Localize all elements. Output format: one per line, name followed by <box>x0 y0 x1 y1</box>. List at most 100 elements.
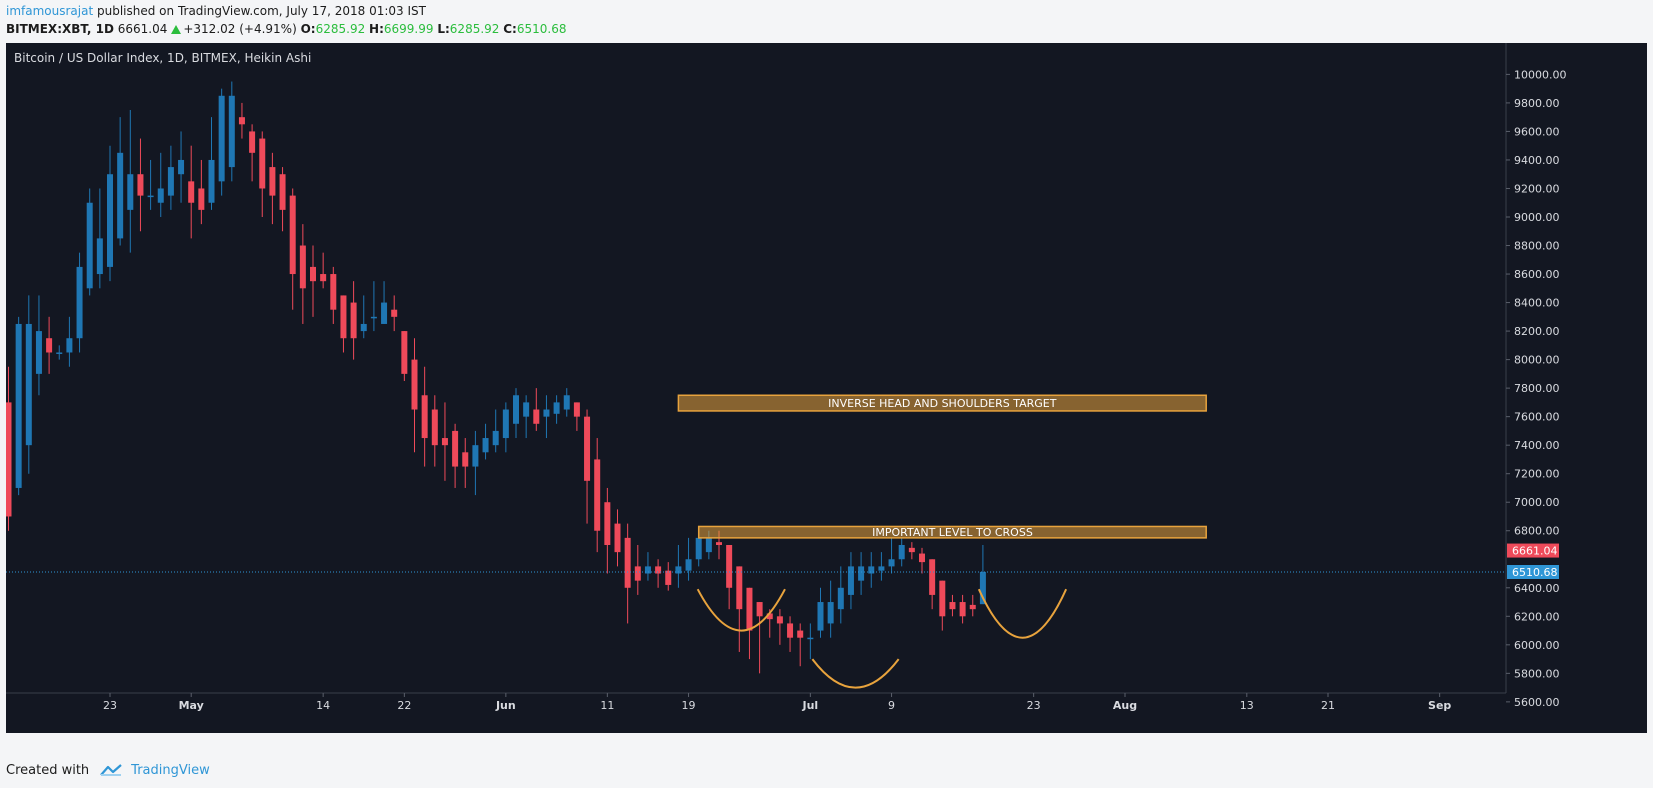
y-tick-label: 9000.00 <box>1514 211 1560 224</box>
y-tick-label: 7200.00 <box>1514 468 1560 481</box>
tradingview-logo-icon[interactable] <box>99 763 123 777</box>
y-tick-label: 7400.00 <box>1514 439 1560 452</box>
candle-body <box>228 95 235 168</box>
candle-body <box>929 559 936 595</box>
last-price: 6661.04 <box>117 22 168 36</box>
candle-body <box>360 323 367 332</box>
publish-info: imfamousrajat published on TradingView.c… <box>6 4 426 22</box>
open-label: O: <box>300 22 316 36</box>
candle-body <box>908 547 915 553</box>
candle-body <box>705 537 712 553</box>
candle-body <box>340 295 347 339</box>
candle-body <box>604 502 611 545</box>
chart-area[interactable]: Bitcoin / US Dollar Index, 1D, BITMEX, H… <box>6 43 1647 733</box>
y-tick-label: 8800.00 <box>1514 240 1560 253</box>
low-value: 6285.92 <box>449 22 500 36</box>
candle-body <box>847 566 854 595</box>
candle-body <box>178 159 185 175</box>
y-tick-label: 8600.00 <box>1514 268 1560 281</box>
price-badge <box>1507 564 1559 579</box>
candle-body <box>878 566 885 571</box>
x-tick-label: Jul <box>801 699 818 712</box>
candle-body <box>330 274 337 310</box>
y-tick-label: 6800.00 <box>1514 525 1560 538</box>
candle-body <box>107 174 113 267</box>
x-tick-label: 14 <box>316 699 330 712</box>
candle-body <box>238 117 245 125</box>
chart-title: Bitcoin / US Dollar Index, 1D, BITMEX, H… <box>14 51 311 65</box>
candle-body <box>979 571 986 605</box>
candle-body <box>746 587 753 631</box>
candle-body <box>370 316 377 319</box>
author-link[interactable]: imfamousrajat <box>6 4 94 18</box>
candle-body <box>787 623 794 638</box>
candle-body <box>888 559 895 567</box>
close-label: C: <box>503 22 517 36</box>
candle-body <box>969 604 976 610</box>
candle-body <box>482 438 489 453</box>
candle-body <box>86 202 93 289</box>
x-tick-label: Sep <box>1428 699 1451 712</box>
x-tick-label: 9 <box>888 699 895 712</box>
y-tick-label: 8200.00 <box>1514 325 1560 338</box>
y-tick-label: 9800.00 <box>1514 97 1560 110</box>
x-tick-label: 19 <box>682 699 696 712</box>
candle-body <box>624 537 631 588</box>
candle-body <box>736 566 743 610</box>
x-tick-label: Jun <box>495 699 516 712</box>
y-tick-label: 7000.00 <box>1514 496 1560 509</box>
close-value: 6510.68 <box>516 22 567 36</box>
candle-body <box>685 559 692 571</box>
candle-body <box>797 630 804 638</box>
candle-body <box>644 566 651 574</box>
candle-body <box>959 602 966 617</box>
candle-body <box>208 159 215 203</box>
candle-body <box>56 352 63 354</box>
candle-body <box>492 430 499 446</box>
candle-body <box>299 245 306 289</box>
high-label: H: <box>369 22 384 36</box>
candle-body <box>320 274 327 282</box>
candle-body <box>553 402 560 414</box>
candle-body <box>827 602 834 624</box>
candlestick-chart[interactable]: Bitcoin / US Dollar Index, 1D, BITMEX, H… <box>6 43 1647 733</box>
candle-body <box>665 570 672 585</box>
y-tick-label: 6000.00 <box>1514 639 1560 652</box>
arrow-up-icon <box>171 25 182 34</box>
tradingview-link[interactable]: TradingView <box>131 762 210 778</box>
candle-body <box>655 566 662 574</box>
y-tick-label: 7800.00 <box>1514 382 1560 395</box>
symbol-timeframe: BITMEX:XBT, 1D <box>6 22 114 36</box>
created-with-text: Created with <box>6 762 90 778</box>
y-tick-label: 10000.00 <box>1514 68 1567 81</box>
candle-body <box>523 402 530 417</box>
candle-body <box>533 409 540 424</box>
candle-body <box>726 545 733 588</box>
candle-body <box>381 302 388 324</box>
candle-body <box>837 587 844 610</box>
candle-body <box>452 430 459 467</box>
price-badge-label: 6661.04 <box>1512 545 1558 558</box>
open-value: 6285.92 <box>315 22 366 36</box>
x-tick-label: 21 <box>1321 699 1335 712</box>
candle-body <box>269 167 276 196</box>
candle-body <box>441 438 448 446</box>
candle-body <box>259 138 266 189</box>
candle-body <box>584 416 591 481</box>
candle-body <box>472 445 479 467</box>
candle-body <box>35 331 42 374</box>
y-tick-label: 5600.00 <box>1514 696 1560 709</box>
candle-body <box>716 542 722 545</box>
candle-body <box>807 637 814 640</box>
candle-body <box>76 266 83 339</box>
y-tick-label: 6200.00 <box>1514 610 1560 623</box>
candle-body <box>310 266 316 282</box>
candle-body <box>949 602 956 610</box>
candle-body <box>614 523 621 553</box>
candle-body <box>573 402 580 417</box>
candle-body <box>198 188 205 210</box>
annotation-box <box>697 525 1207 539</box>
y-tick-label: 9200.00 <box>1514 182 1560 195</box>
candle-body <box>675 566 682 574</box>
candle-body <box>431 409 438 446</box>
